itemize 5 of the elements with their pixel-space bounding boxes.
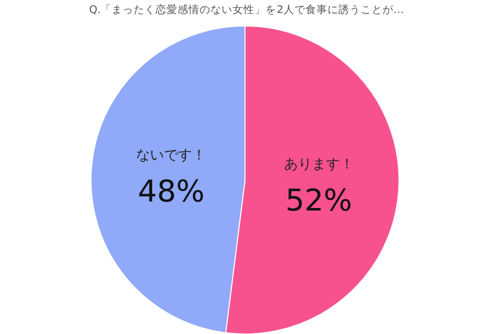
chart-title: Q.「まったく恋愛感情のない女性」を2人で食事に誘うことが… bbox=[89, 3, 404, 16]
data-label: 48% bbox=[138, 174, 205, 210]
slice-label: あります！ bbox=[284, 156, 354, 173]
slice-label: ないです！ bbox=[136, 147, 206, 164]
data-label: 52% bbox=[285, 184, 352, 219]
